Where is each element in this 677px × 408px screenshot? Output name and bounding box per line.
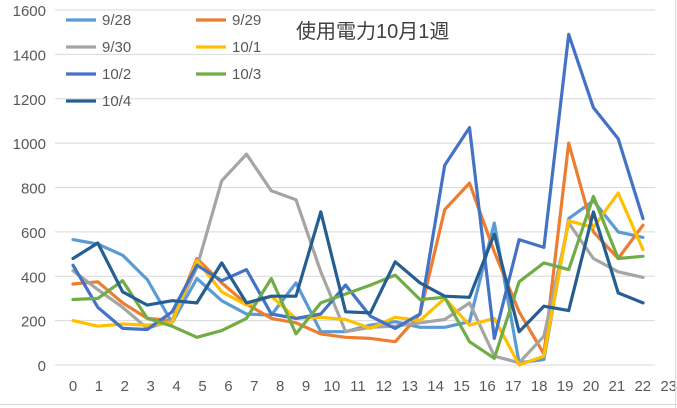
y-tick-label: 0 [38,358,46,375]
series-line-10-2 [71,32,645,340]
y-tick-label: 1400 [13,47,46,64]
legend-item: 10/1 [196,39,261,56]
x-tick-label: 17 [505,378,522,395]
legend-label: 10/2 [102,66,131,83]
y-tick-label: 1200 [13,92,46,109]
x-tick-label: 1 [95,378,103,395]
x-tick-label: 7 [250,378,258,395]
x-tick-label: 12 [375,378,392,395]
x-tick-label: 21 [609,378,626,395]
legend: 9/28 9/29 9/30 10/1 10/2 10/3 10/4 [66,12,261,110]
y-tick-label: 800 [21,181,46,198]
x-axis-ticks: 0 1 2 3 4 5 6 7 8 9 10 11 12 13 14 15 16 17 18 19 20 21 22 23 [69,378,677,395]
legend-label: 9/29 [232,12,261,29]
legend-label: 10/4 [102,93,131,110]
x-tick-label: 10 [324,378,341,395]
legend-label: 9/30 [102,39,131,56]
y-tick-label: 400 [21,269,46,286]
x-tick-label: 14 [427,378,444,395]
legend-item: 9/30 [66,39,131,56]
x-tick-label: 11 [350,378,366,395]
x-tick-label: 3 [147,378,155,395]
x-tick-label: 4 [172,378,180,395]
chart-title: 使用電力10月1週 [296,20,449,43]
legend-label: 9/28 [102,12,131,29]
y-tick-label: 200 [21,314,46,331]
y-tick-label: 600 [21,225,46,242]
y-tick-label: 1000 [13,136,46,153]
legend-item: 9/28 [66,12,131,29]
x-tick-label: 18 [531,378,548,395]
legend-item: 10/3 [196,66,261,83]
x-tick-label: 15 [453,378,470,395]
x-tick-label: 8 [276,378,284,395]
x-tick-label: 13 [401,378,418,395]
x-tick-label: 0 [69,378,77,395]
series-line-9-30 [71,152,645,365]
legend-label: 10/3 [232,66,261,83]
chart-border-bottom [0,404,677,405]
series-line-10-3 [71,194,645,360]
series-lines [71,32,645,367]
legend-label: 10/1 [232,39,261,56]
x-tick-label: 20 [583,378,600,395]
chart-border-right [675,0,676,408]
legend-item: 10/2 [66,66,131,83]
x-tick-label: 23 [660,378,677,395]
y-tick-label: 1600 [13,3,46,20]
x-tick-label: 5 [198,378,206,395]
x-tick-label: 22 [634,378,651,395]
x-tick-label: 2 [121,378,129,395]
series-line-10-1 [71,191,645,367]
legend-item: 10/4 [66,93,131,110]
legend-item: 9/29 [196,12,261,29]
x-tick-label: 16 [479,378,496,395]
x-tick-label: 19 [557,378,574,395]
series-line-10-4 [71,210,645,334]
y-axis-ticks: 0 200 400 600 800 1000 1200 1400 1600 [13,3,46,375]
x-tick-label: 9 [302,378,310,395]
x-tick-label: 6 [224,378,232,395]
